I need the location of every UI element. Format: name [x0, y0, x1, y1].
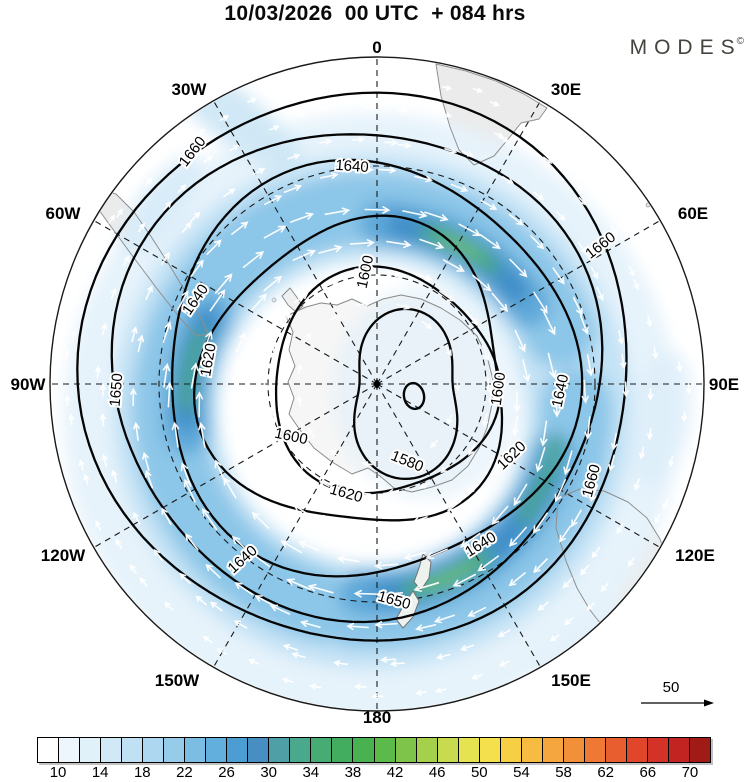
colorbar-cell: [58, 737, 81, 763]
longitude-labels: 0 30E 60E 90E 120E 150E 180 150W 120W 90W 60W 30W: [11, 38, 740, 727]
longitude-label: 60W: [46, 204, 82, 223]
map-boundary: [49, 56, 705, 712]
colorbar-cell: [646, 737, 669, 763]
longitude-label: 60E: [678, 204, 708, 223]
colorbar-tick: 26: [218, 764, 235, 781]
brand-logo: MODES©: [630, 36, 744, 60]
longitude-label: 0: [372, 38, 381, 57]
colorbar-tick: 46: [428, 764, 446, 781]
colorbar-cell: [604, 737, 627, 763]
colorbar-cell: [100, 737, 123, 763]
colorbar-tick: 62: [597, 764, 615, 781]
colorbar-tick: 30: [260, 764, 278, 781]
longitude-label: 120E: [675, 546, 715, 565]
colorbar-tick: 22: [176, 764, 193, 781]
colorbar-cell: [310, 737, 333, 763]
colorbar-cell: [415, 737, 438, 763]
colorbar-cell: [226, 737, 249, 763]
height-contours: [76, 91, 628, 642]
colorbar-cell: [184, 737, 207, 763]
colorbar-cell: [688, 737, 711, 763]
colorbar-cell: [352, 737, 375, 763]
contour-label: 1650: [107, 373, 127, 408]
colorbar-cell: [331, 737, 354, 763]
colorbar-cell: [37, 737, 60, 763]
weather-map: 1660 164016001660164016201650160015801620…: [11, 38, 740, 727]
longitude-label: 150W: [155, 671, 200, 690]
colorbar-cell: [457, 737, 480, 763]
reference-vector: 50: [641, 679, 714, 707]
colorbar-cell: [499, 737, 522, 763]
contour-label: 1620: [197, 342, 220, 378]
colorbar-tick: 34: [302, 764, 320, 781]
colorbar-cell: [268, 737, 291, 763]
colorbar-tick: 18: [133, 764, 151, 781]
colorbar-cell: [625, 737, 648, 763]
colorbar-tick: 54: [513, 764, 530, 781]
colorbar-cell: [163, 737, 186, 763]
longitude-label: 180: [363, 708, 391, 727]
colorbar-tick: 70: [681, 764, 699, 781]
colorbar-tick-labels: 10 14 18 22 26 30 34 38 42 46 50 54 58 62 66 70: [37, 763, 711, 782]
longitude-label: 150E: [551, 671, 591, 690]
colorbar-cell: [478, 737, 501, 763]
colorbar-cell: [142, 737, 165, 763]
longitude-label: 90W: [11, 375, 47, 394]
colorbar-cell: [583, 737, 606, 763]
colorbar-cell: [562, 737, 585, 763]
colorbar-cell: [289, 737, 312, 763]
colorbar-cell: [373, 737, 396, 763]
reference-vector-value: 50: [663, 679, 680, 696]
longitude-label: 90E: [709, 375, 739, 394]
colorbar-tick: 10: [49, 764, 67, 781]
colorbar: [37, 737, 711, 763]
colorbar-tick: 50: [470, 764, 488, 781]
wind-arrows: [63, 71, 692, 700]
longitude-label: 120W: [41, 546, 86, 565]
longitude-label: 30E: [551, 80, 581, 99]
colorbar-cell: [394, 737, 417, 763]
colorbar-tick: 66: [639, 764, 657, 781]
brand-copyright-icon: ©: [736, 36, 744, 47]
longitude-label: 30W: [172, 80, 208, 99]
contour-label: 1640: [335, 157, 369, 176]
brand-name: MODES: [629, 36, 742, 59]
colorbar-cell: [436, 737, 459, 763]
contour-label: 1620: [328, 481, 365, 507]
colorbar-tick: 14: [91, 764, 109, 781]
colorbar-cell: [520, 737, 543, 763]
colorbar-cell: [79, 737, 102, 763]
coastlines: [95, 63, 671, 639]
colorbar-cell: [205, 737, 228, 763]
colorbar-cell: [121, 737, 144, 763]
colorbar-cell: [541, 737, 564, 763]
reference-arrow-icon: [704, 699, 714, 707]
colorbar-cell: [247, 737, 270, 763]
colorbar-tick: 58: [555, 764, 572, 781]
graticule: [51, 58, 703, 710]
colorbar-cell: [667, 737, 690, 763]
colorbar-tick: 38: [344, 764, 362, 781]
page-title: 10/03/2026 00 UTC + 084 hrs: [224, 2, 526, 25]
colorbar-tick: 42: [386, 764, 404, 781]
pole-marker: [373, 379, 381, 389]
inner-closed-contour: [402, 381, 426, 411]
